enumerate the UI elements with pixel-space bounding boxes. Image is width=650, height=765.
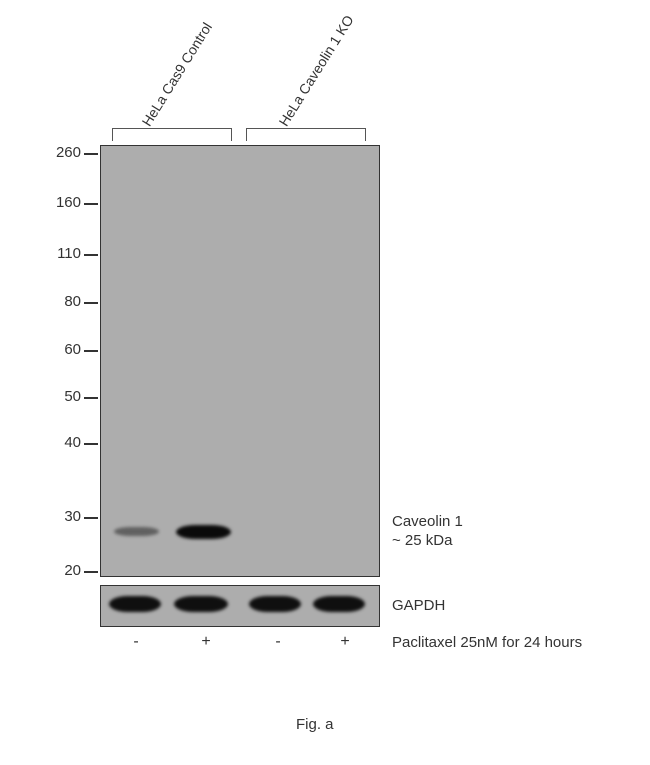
mw-tick <box>84 153 98 155</box>
western-blot-figure: HeLa Cas9 Control HeLa Caveolin 1 KO 260… <box>0 0 650 765</box>
mw-label: 50 <box>46 388 81 405</box>
target-size-label: ~ 25 kDa <box>392 532 452 549</box>
gapdh-band <box>109 596 161 612</box>
gapdh-band <box>313 596 365 612</box>
mw-tick <box>84 397 98 399</box>
mw-label: 260 <box>46 144 81 161</box>
treatment-symbol: + <box>335 633 355 651</box>
mw-tick <box>84 350 98 352</box>
mw-tick <box>84 571 98 573</box>
mw-tick <box>84 254 98 256</box>
caveolin-band-lane1 <box>114 527 159 536</box>
mw-label: 160 <box>46 194 81 211</box>
mw-label: 110 <box>46 245 81 262</box>
treatment-symbol: - <box>126 633 146 651</box>
lane-bracket <box>112 128 232 141</box>
mw-label: 80 <box>46 293 81 310</box>
target-label: Caveolin 1 <box>392 513 463 530</box>
lane-label-ko: HeLa Caveolin 1 KO <box>275 12 356 129</box>
treatment-symbol: - <box>268 633 288 651</box>
gapdh-band <box>249 596 301 612</box>
mw-label: 60 <box>46 341 81 358</box>
figure-caption: Fig. a <box>296 716 334 733</box>
gapdh-band <box>174 596 228 612</box>
treatment-symbol: + <box>196 633 216 651</box>
gapdh-label: GAPDH <box>392 597 445 614</box>
mw-label: 40 <box>46 434 81 451</box>
lane-label-control: HeLa Cas9 Control <box>138 20 215 129</box>
mw-tick <box>84 517 98 519</box>
main-blot <box>100 145 380 577</box>
treatment-label: Paclitaxel 25nM for 24 hours <box>392 634 582 651</box>
mw-tick <box>84 302 98 304</box>
lane-bracket <box>246 128 366 141</box>
mw-label: 20 <box>46 562 81 579</box>
mw-tick <box>84 203 98 205</box>
caveolin-band-lane2 <box>176 525 231 539</box>
mw-label: 30 <box>46 508 81 525</box>
mw-tick <box>84 443 98 445</box>
